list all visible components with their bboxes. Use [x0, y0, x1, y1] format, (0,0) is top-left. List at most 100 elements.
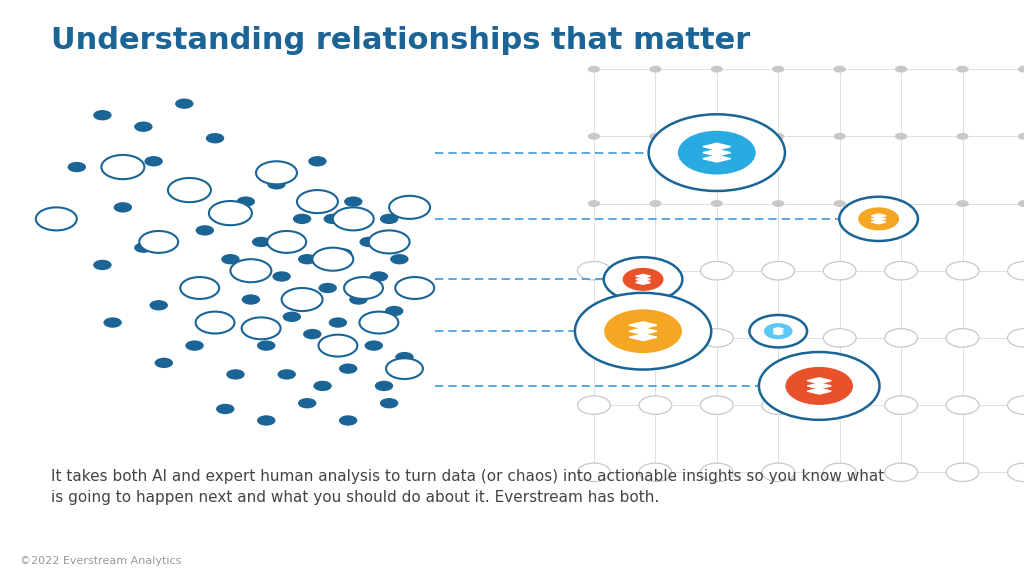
Circle shape [209, 201, 252, 225]
Circle shape [324, 214, 342, 224]
Circle shape [588, 133, 600, 140]
Circle shape [385, 306, 403, 316]
Circle shape [395, 352, 414, 362]
Circle shape [68, 162, 86, 172]
Circle shape [946, 262, 979, 280]
Polygon shape [629, 322, 657, 328]
Circle shape [318, 283, 337, 293]
Circle shape [946, 396, 979, 414]
Circle shape [267, 231, 306, 253]
Circle shape [380, 214, 398, 224]
Circle shape [150, 300, 168, 310]
Circle shape [649, 133, 662, 140]
Polygon shape [702, 143, 731, 150]
Circle shape [297, 190, 338, 213]
Circle shape [823, 396, 856, 414]
Polygon shape [773, 332, 783, 335]
Circle shape [211, 312, 229, 322]
Polygon shape [636, 274, 650, 278]
Circle shape [639, 463, 672, 482]
Circle shape [370, 271, 388, 282]
Circle shape [639, 329, 672, 347]
Polygon shape [807, 388, 831, 394]
Circle shape [365, 340, 383, 351]
Circle shape [759, 352, 880, 420]
Circle shape [895, 133, 907, 140]
Circle shape [175, 185, 194, 195]
Circle shape [134, 242, 153, 253]
Circle shape [257, 415, 275, 426]
Circle shape [237, 196, 255, 207]
Circle shape [101, 155, 144, 179]
Circle shape [180, 283, 199, 293]
Circle shape [389, 196, 430, 219]
Circle shape [711, 66, 723, 73]
Circle shape [226, 369, 245, 380]
Circle shape [283, 312, 301, 322]
Circle shape [298, 254, 316, 264]
Circle shape [678, 131, 756, 175]
Circle shape [785, 367, 853, 405]
Circle shape [895, 66, 907, 73]
Circle shape [103, 317, 122, 328]
Circle shape [574, 293, 712, 370]
Circle shape [312, 248, 353, 271]
Circle shape [700, 396, 733, 414]
Circle shape [762, 396, 795, 414]
Circle shape [578, 262, 610, 280]
Circle shape [308, 156, 327, 166]
Circle shape [329, 317, 347, 328]
Circle shape [762, 463, 795, 482]
Circle shape [175, 98, 194, 109]
Circle shape [946, 463, 979, 482]
Circle shape [339, 415, 357, 426]
Polygon shape [636, 278, 650, 281]
Circle shape [604, 257, 682, 301]
Polygon shape [773, 328, 783, 330]
Circle shape [1008, 262, 1024, 280]
Circle shape [155, 358, 173, 368]
Circle shape [649, 66, 662, 73]
Circle shape [858, 207, 899, 230]
Circle shape [293, 214, 311, 224]
Circle shape [840, 197, 918, 241]
Circle shape [639, 396, 672, 414]
Circle shape [139, 231, 178, 253]
Circle shape [93, 110, 112, 120]
Circle shape [36, 207, 77, 230]
Circle shape [47, 214, 66, 224]
Circle shape [578, 329, 610, 347]
Circle shape [604, 309, 682, 353]
Circle shape [144, 156, 163, 166]
Circle shape [390, 254, 409, 264]
Circle shape [639, 262, 672, 280]
Polygon shape [871, 220, 886, 224]
Circle shape [1008, 463, 1024, 482]
Circle shape [588, 66, 600, 73]
Polygon shape [702, 149, 731, 156]
Circle shape [956, 133, 969, 140]
Circle shape [772, 200, 784, 207]
Circle shape [359, 237, 378, 247]
Polygon shape [807, 378, 831, 384]
Polygon shape [773, 330, 783, 332]
Circle shape [318, 335, 357, 357]
Circle shape [334, 248, 352, 259]
Circle shape [303, 329, 322, 339]
Circle shape [750, 315, 807, 347]
Circle shape [956, 66, 969, 73]
Circle shape [180, 277, 219, 299]
Circle shape [282, 288, 323, 311]
Circle shape [252, 237, 270, 247]
Circle shape [1018, 66, 1024, 73]
Circle shape [272, 271, 291, 282]
Circle shape [885, 262, 918, 280]
Circle shape [206, 133, 224, 143]
Circle shape [344, 277, 383, 299]
Circle shape [711, 200, 723, 207]
Circle shape [772, 133, 784, 140]
Circle shape [578, 396, 610, 414]
Polygon shape [629, 328, 657, 335]
Circle shape [386, 358, 423, 379]
Circle shape [344, 196, 362, 207]
